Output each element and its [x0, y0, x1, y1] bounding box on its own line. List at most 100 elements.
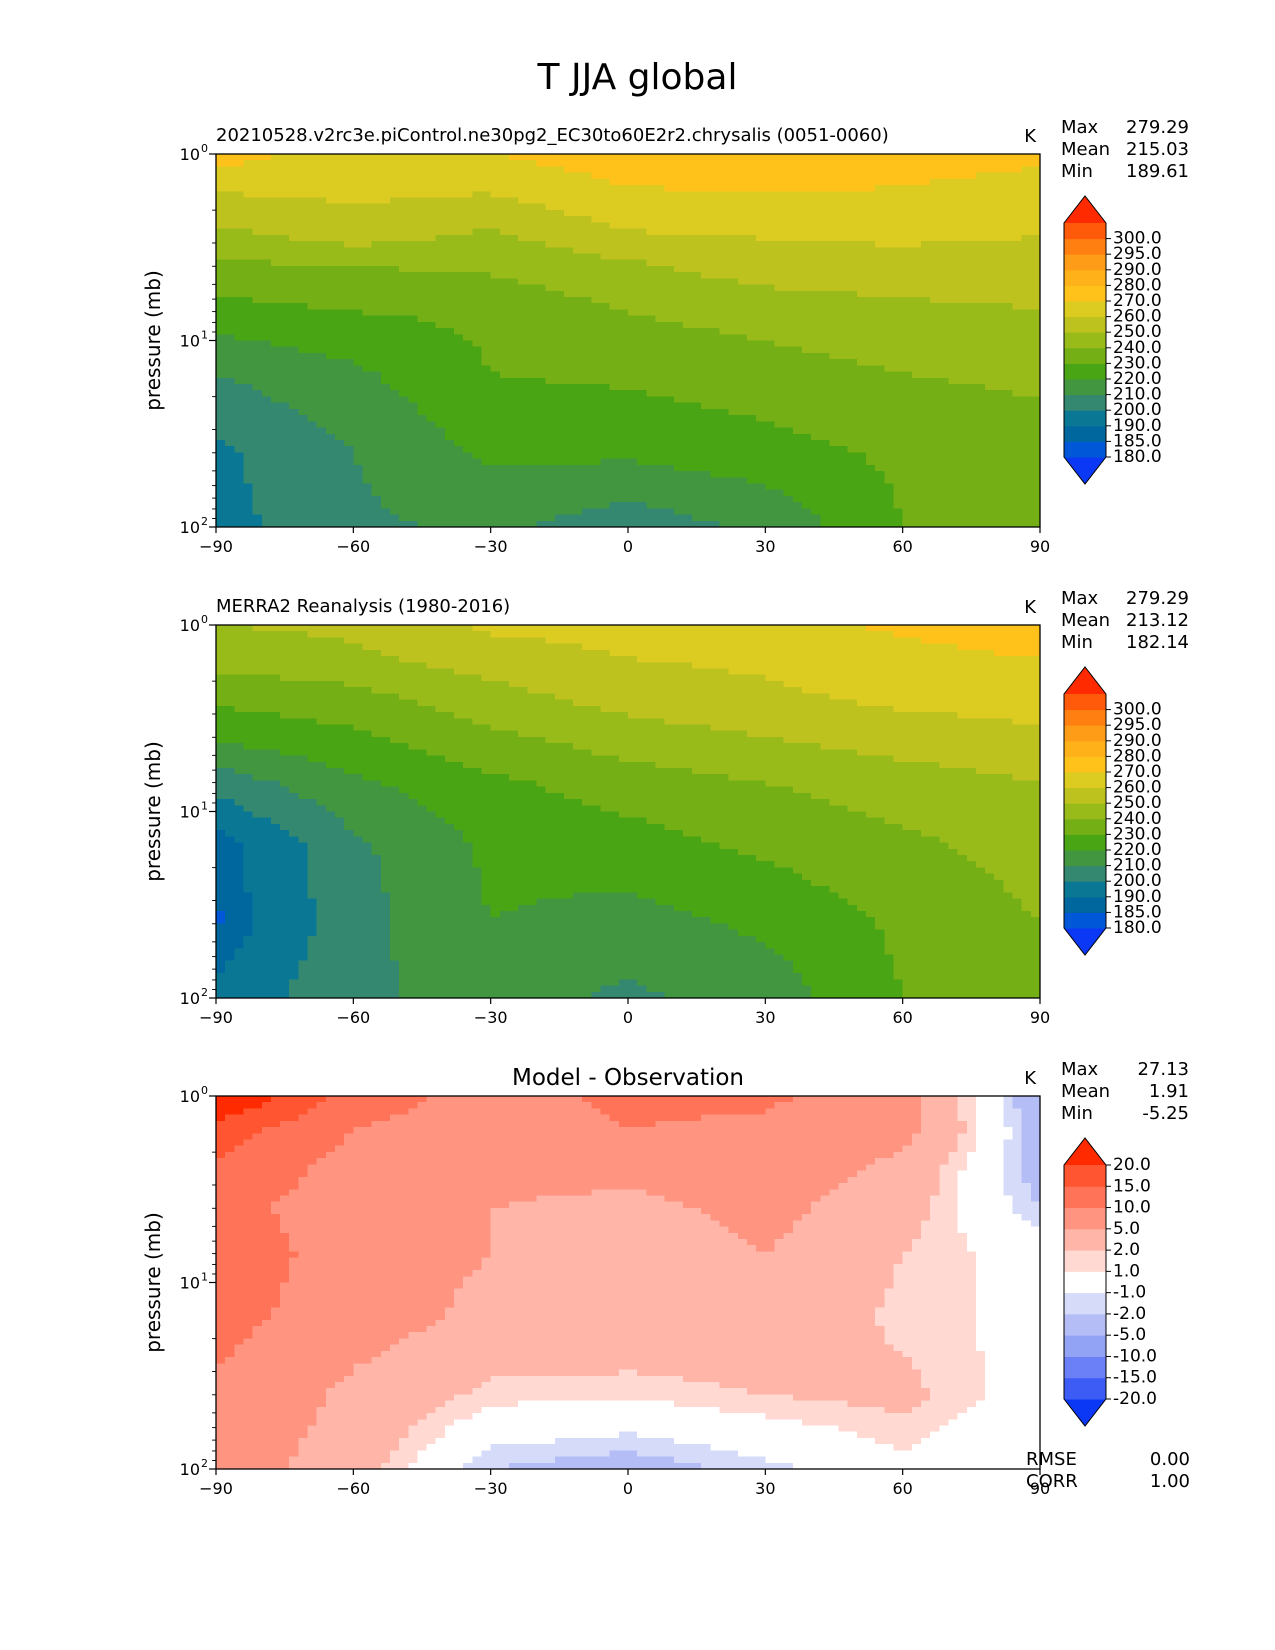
contour-cell: [975, 427, 986, 435]
contour-cell: [682, 415, 693, 422]
contour-cell: [426, 421, 437, 429]
contour-cell: [353, 185, 364, 192]
contour-cell: [344, 234, 354, 242]
contour-cell: [866, 396, 876, 404]
contour-cell: [930, 446, 940, 453]
contour-cell: [435, 489, 446, 497]
contour-cell: [353, 377, 364, 385]
contour-cell: [710, 365, 721, 373]
contour-cell: [527, 352, 538, 360]
contour-cell: [371, 154, 382, 161]
contour-cell: [1030, 446, 1041, 453]
contour-cell: [875, 178, 885, 186]
contour-cell: [499, 464, 510, 472]
contour-cell: [856, 427, 867, 435]
contour-cell: [243, 209, 254, 217]
contour-cell: [490, 296, 501, 304]
contour-cell: [838, 352, 849, 360]
contour-cell: [280, 222, 290, 230]
contour-cell: [335, 315, 345, 323]
contour-cell: [582, 284, 592, 292]
contour-cell: [472, 483, 483, 491]
contour-cell: [545, 247, 556, 255]
contour-cell: [545, 321, 556, 329]
contour-cell: [637, 328, 647, 335]
contour-cell: [911, 365, 922, 373]
contour-cell: [618, 284, 629, 292]
contour-cell: [847, 296, 858, 304]
contour-cell: [307, 185, 318, 192]
contour-cell: [838, 458, 849, 466]
contour-cell: [490, 365, 501, 373]
contour-cell: [737, 384, 748, 391]
contour-cell: [316, 439, 327, 447]
contour-cell: [719, 396, 730, 404]
contour-cell: [591, 421, 602, 429]
contour-cell: [353, 346, 364, 354]
contour-cell: [454, 340, 464, 348]
contour-cell: [774, 309, 785, 317]
contour-cell: [435, 471, 446, 478]
contour-cell: [362, 216, 373, 223]
contour-cell: [261, 408, 272, 416]
contour-cell: [545, 265, 556, 273]
contour-cell: [637, 241, 647, 248]
contour-cell: [344, 334, 354, 342]
contour-cell: [875, 290, 885, 298]
contour-cell: [930, 191, 940, 199]
contour-cell: [417, 334, 428, 342]
contour-cell: [756, 340, 766, 348]
contour-cell: [527, 191, 538, 199]
contour-cell: [554, 216, 565, 223]
contour-cell: [710, 197, 721, 205]
contour-cell: [939, 427, 950, 435]
contour-cell: [911, 359, 922, 366]
contour-cell: [747, 160, 757, 168]
contour-cell: [966, 209, 977, 217]
contour-cell: [801, 477, 812, 485]
contour-cell: [747, 290, 757, 298]
contour-cell: [508, 346, 519, 354]
contour-cell: [609, 296, 620, 304]
contour-cell: [637, 402, 647, 410]
contour-cell: [508, 415, 519, 422]
contour-cell: [930, 439, 940, 447]
contour-cell: [582, 328, 592, 335]
contour-cell: [490, 352, 501, 360]
contour-cell: [307, 234, 318, 242]
contour-cell: [518, 421, 528, 429]
contour-cell: [481, 340, 492, 348]
contour-cell: [344, 296, 354, 304]
contour-cell: [792, 303, 803, 311]
contour-cell: [801, 396, 812, 404]
contour-cell: [866, 415, 876, 422]
contour-cell: [362, 321, 373, 329]
contour-cell: [911, 160, 922, 168]
contour-cell: [316, 390, 327, 398]
contour-cell: [1003, 303, 1014, 311]
contour-cell: [701, 253, 711, 261]
contour-cell: [609, 247, 620, 255]
contour-cell: [417, 464, 428, 472]
contour-cell: [1012, 172, 1023, 180]
contour-cell: [682, 172, 693, 180]
contour-cell: [600, 458, 611, 466]
contour-cell: [261, 352, 272, 360]
contour-cell: [472, 209, 483, 217]
contour-cell: [728, 303, 739, 311]
contour-cell: [628, 396, 638, 404]
contour-cell: [692, 359, 702, 366]
contour-cell: [490, 471, 501, 478]
contour-cell: [939, 390, 950, 398]
contour-cell: [316, 340, 327, 348]
contour-cell: [884, 446, 895, 453]
contour-cell: [554, 166, 565, 174]
contour-cell: [975, 296, 986, 304]
contour-cell: [1003, 334, 1014, 342]
contour-cell: [536, 154, 547, 161]
contour-cell: [527, 495, 538, 503]
contour-cell: [573, 328, 583, 335]
contour-cell: [325, 359, 336, 366]
contour-cell: [710, 178, 721, 186]
contour-cell: [637, 321, 647, 329]
